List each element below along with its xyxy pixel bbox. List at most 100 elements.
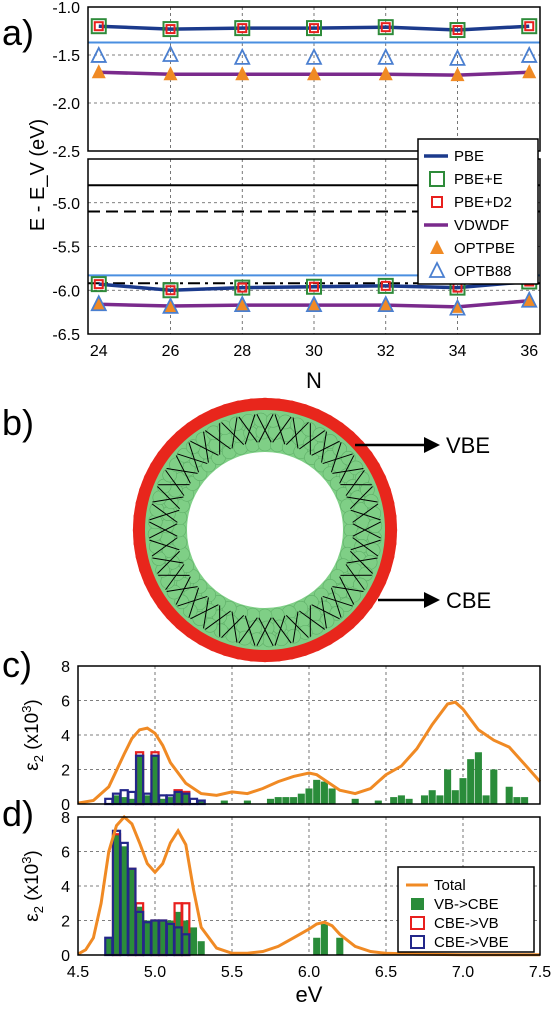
- legend-label: VDWDF: [454, 217, 509, 234]
- data-point-pbe-d2: [165, 285, 176, 296]
- bond: [350, 509, 381, 521]
- data-point-pbe-d2: [524, 21, 535, 32]
- vbe-label: VBE: [446, 433, 490, 458]
- bond: [299, 430, 326, 450]
- x-tick-label: 24: [90, 343, 108, 360]
- bar-vb-to-cbe: [159, 920, 167, 955]
- inner-atom: [322, 434, 338, 449]
- bond: [350, 539, 381, 551]
- panel-a-series: [90, 18, 538, 316]
- bar-vb-to-cbe: [266, 798, 275, 804]
- inner-atom: [367, 518, 383, 534]
- bar-cbe-to-vbe: [188, 797, 199, 806]
- inner-atom: [195, 431, 211, 447]
- bond: [311, 440, 340, 456]
- bond: [285, 422, 309, 445]
- panel-a-plot: -1.0 -1.5 -2.0 -2.5 -5.0 -5.5 -6.0 -6.5 24 26 28…: [27, 0, 541, 393]
- bond: [149, 539, 180, 551]
- y-tick-label: -1.5: [52, 48, 80, 65]
- panel-a-upper-frame: [87, 6, 541, 152]
- bond: [345, 469, 365, 496]
- data-point-optb88: [520, 290, 538, 308]
- bond: [177, 595, 208, 607]
- panel-a-upper-y-ticks: -1.0 -1.5 -2.0 -2.5: [52, 0, 80, 161]
- data-point-optb88: [162, 44, 179, 62]
- inner-atom: [148, 539, 164, 554]
- data-point-pbe-d2: [380, 280, 391, 291]
- legend-swatch: [410, 916, 425, 930]
- y-tick-label: 6: [61, 845, 70, 862]
- bar-vb-to-cbe: [313, 779, 321, 804]
- panel-c-total-curve: [77, 700, 542, 805]
- bar-vb-to-cbe: [159, 798, 167, 804]
- bar-vb-to-cbe: [105, 937, 113, 955]
- inner-atom: [241, 413, 256, 429]
- y-tick-label: -2.5: [52, 144, 80, 161]
- x-tick-label: 26: [162, 343, 180, 360]
- bar-vb-to-cbe: [397, 795, 405, 804]
- legend-swatch: [429, 171, 445, 187]
- x-tick-label: 4.5: [67, 964, 89, 981]
- bar-vb-to-cbe: [174, 790, 182, 804]
- inner-atom: [332, 442, 348, 457]
- bar-vb-to-cbe: [182, 793, 190, 804]
- bar-vb-to-cbe: [313, 937, 321, 955]
- x-tick-label: 36: [520, 343, 538, 360]
- bar-vb-to-cbe: [505, 786, 513, 804]
- bond: [177, 453, 208, 465]
- panel-a-x-ticks: 24 26 28 30 32 34 36: [90, 343, 538, 360]
- data-point-optb88: [520, 45, 538, 63]
- data-point-pbe-e: [449, 22, 466, 39]
- bond: [292, 417, 299, 449]
- bond: [149, 509, 180, 521]
- bond: [258, 414, 274, 443]
- bond: [352, 523, 381, 539]
- y-tick-label: 8: [61, 659, 70, 676]
- data-point-optpbe: [378, 66, 393, 81]
- bar-vb-to-cbe: [420, 795, 429, 804]
- bar-vb-to-cbe: [336, 937, 344, 955]
- bar-vb-to-cbe: [459, 778, 467, 804]
- legend-swatch: [431, 196, 443, 208]
- bond: [149, 521, 178, 537]
- bar-vb-to-cbe: [467, 759, 475, 804]
- tube-interior: [189, 454, 341, 606]
- legend-label: Total: [434, 877, 466, 894]
- bond: [151, 503, 178, 523]
- bar-vb-to-cbe: [305, 788, 313, 804]
- bar-vb-to-cbe: [128, 868, 136, 955]
- bond: [322, 453, 353, 465]
- bond: [285, 615, 309, 638]
- x-tick-label: 32: [377, 343, 395, 360]
- x-tick-label: 6.5: [375, 964, 397, 981]
- bar-vb-to-cbe: [112, 795, 121, 804]
- inner-atom: [274, 631, 289, 647]
- inner-atom: [261, 632, 277, 648]
- data-point-pbe-e: [377, 19, 394, 36]
- panel-c-frame: [77, 665, 541, 805]
- bond: [350, 550, 373, 574]
- panel-d-x-ticks: 4.5 5.0 5.5 6.0 6.5 7.0 7.5: [67, 964, 551, 981]
- bond: [165, 469, 185, 496]
- bond: [352, 521, 381, 537]
- data-point-pbe-e: [162, 21, 179, 38]
- data-point-pbe-e: [90, 18, 107, 35]
- data-point-optpbe: [163, 66, 178, 81]
- data-point-pbe-d2: [93, 21, 104, 32]
- bar-vb-to-cbe: [328, 788, 336, 804]
- bar-vb-to-cbe: [220, 800, 228, 804]
- y-tick-label: -2.0: [52, 96, 80, 113]
- bond: [238, 617, 258, 644]
- bar-vb-to-cbe: [290, 797, 298, 804]
- legend-label: PBE: [454, 148, 484, 165]
- data-point-optb88: [233, 47, 251, 65]
- inner-atom: [366, 506, 382, 521]
- series-line-pbe: [98, 24, 530, 32]
- inner-atom: [338, 597, 353, 613]
- inner-atom: [169, 457, 184, 473]
- bond: [346, 557, 378, 564]
- bar-vb-to-cbe: [482, 795, 490, 804]
- x-tick-label: 34: [449, 343, 467, 360]
- data-point-optb88: [90, 45, 108, 63]
- data-point-optb88: [233, 295, 251, 313]
